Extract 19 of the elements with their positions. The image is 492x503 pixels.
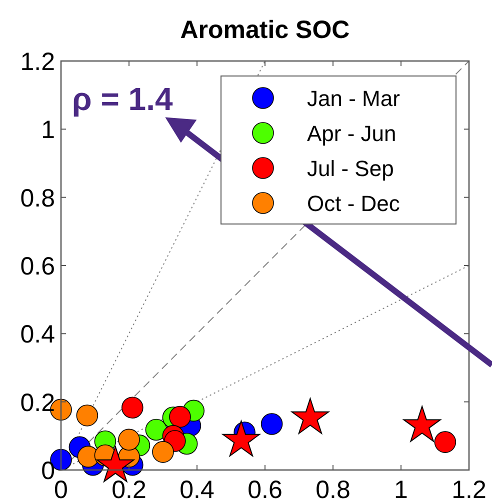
y-tick-label: 1	[41, 116, 55, 144]
y-tick-label: 1.2	[20, 48, 55, 76]
y-tick-label: 0.4	[20, 320, 56, 349]
x-tick-label: 1	[394, 476, 408, 503]
y-tick-label: 0.8	[20, 184, 55, 212]
legend-label: Apr - Jun	[307, 121, 396, 146]
y-tick-label: 0.6	[20, 252, 55, 280]
y-tick-label: 0.2	[20, 388, 55, 417]
chart-title: Aromatic SOC	[180, 16, 350, 44]
x-tick-label: 1.2	[452, 476, 486, 503]
legend-label: Jul - Sep	[307, 156, 394, 181]
x-tick-label: 0.6	[248, 476, 282, 503]
x-tick-label: 0.2	[112, 476, 146, 503]
x-tick-label: 0.8	[316, 476, 350, 503]
legend-label: Oct - Dec	[307, 191, 400, 216]
legend-label: Jan - Mar	[307, 86, 400, 111]
x-tick-label: 0.4	[180, 476, 214, 503]
annotation: ρ = 1.4	[72, 81, 173, 117]
y-tick-label: 0	[41, 457, 55, 485]
